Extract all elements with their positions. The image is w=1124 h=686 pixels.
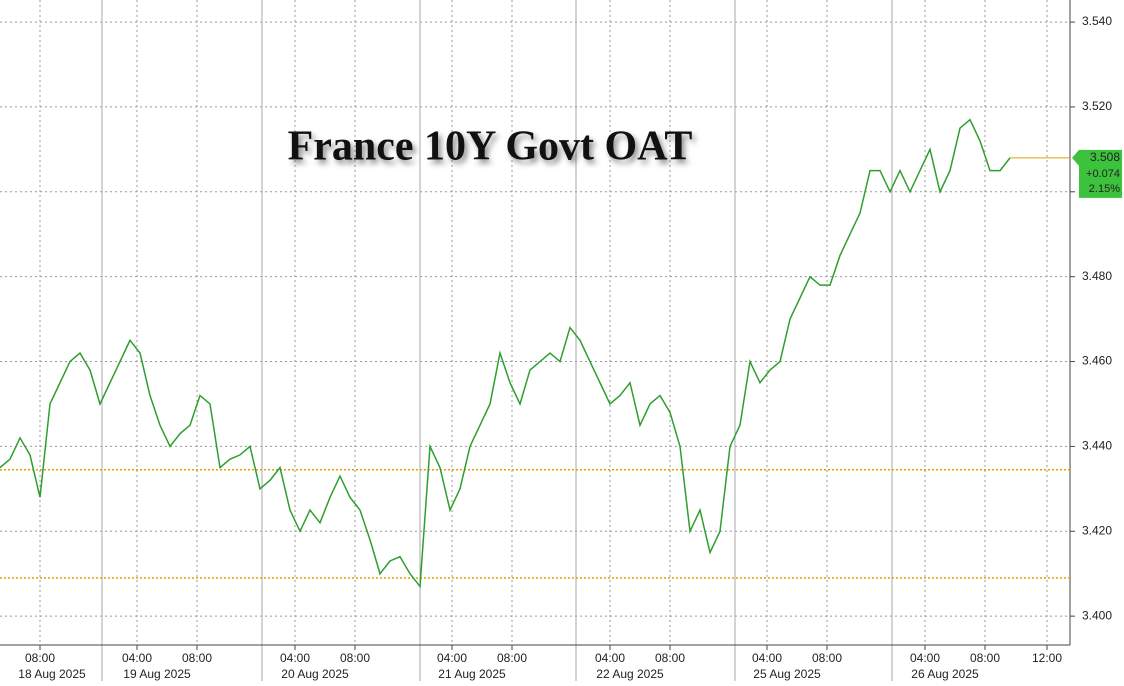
date-label: 26 Aug 2025 [911, 667, 979, 681]
price-line [0, 118, 1011, 589]
x-tick-label: 08:00 [812, 651, 842, 665]
x-tick-label: 08:00 [182, 651, 212, 665]
date-label: 22 Aug 2025 [596, 667, 664, 681]
x-tick-label: 04:00 [122, 651, 152, 665]
y-tick-label: 3.480 [1082, 269, 1112, 283]
x-tick-label: 12:00 [1032, 651, 1062, 665]
date-label: 21 Aug 2025 [438, 667, 506, 681]
x-tick-label: 04:00 [910, 651, 940, 665]
date-label: 20 Aug 2025 [281, 667, 349, 681]
x-tick-label: 08:00 [340, 651, 370, 665]
y-tick-label: 3.420 [1082, 523, 1112, 537]
x-tick-label: 04:00 [280, 651, 310, 665]
date-label: 18 Aug 2025 [18, 667, 86, 681]
y-tick-label: 3.460 [1082, 354, 1112, 368]
x-tick-label: 04:00 [437, 651, 467, 665]
x-tick-label: 08:00 [970, 651, 1000, 665]
x-tick-label: 04:00 [595, 651, 625, 665]
y-tick-label: 3.520 [1082, 99, 1112, 113]
y-tick-label: 3.540 [1082, 14, 1112, 28]
x-tick-label: 08:00 [25, 651, 55, 665]
last-value-box [1072, 149, 1122, 198]
change-pct-label: 2.15% [1089, 183, 1120, 195]
change-label: +0.074 [1086, 168, 1120, 180]
x-tick-label: 08:00 [497, 651, 527, 665]
y-tick-label: 3.400 [1082, 608, 1112, 622]
chart-title: France 10Y Govt OAT [288, 124, 693, 170]
date-label: 19 Aug 2025 [123, 667, 191, 681]
y-tick-label: 3.440 [1082, 439, 1112, 453]
x-tick-label: 08:00 [655, 651, 685, 665]
last-value-label: 3.508 [1090, 150, 1120, 164]
x-tick-label: 04:00 [752, 651, 782, 665]
date-label: 25 Aug 2025 [753, 667, 821, 681]
